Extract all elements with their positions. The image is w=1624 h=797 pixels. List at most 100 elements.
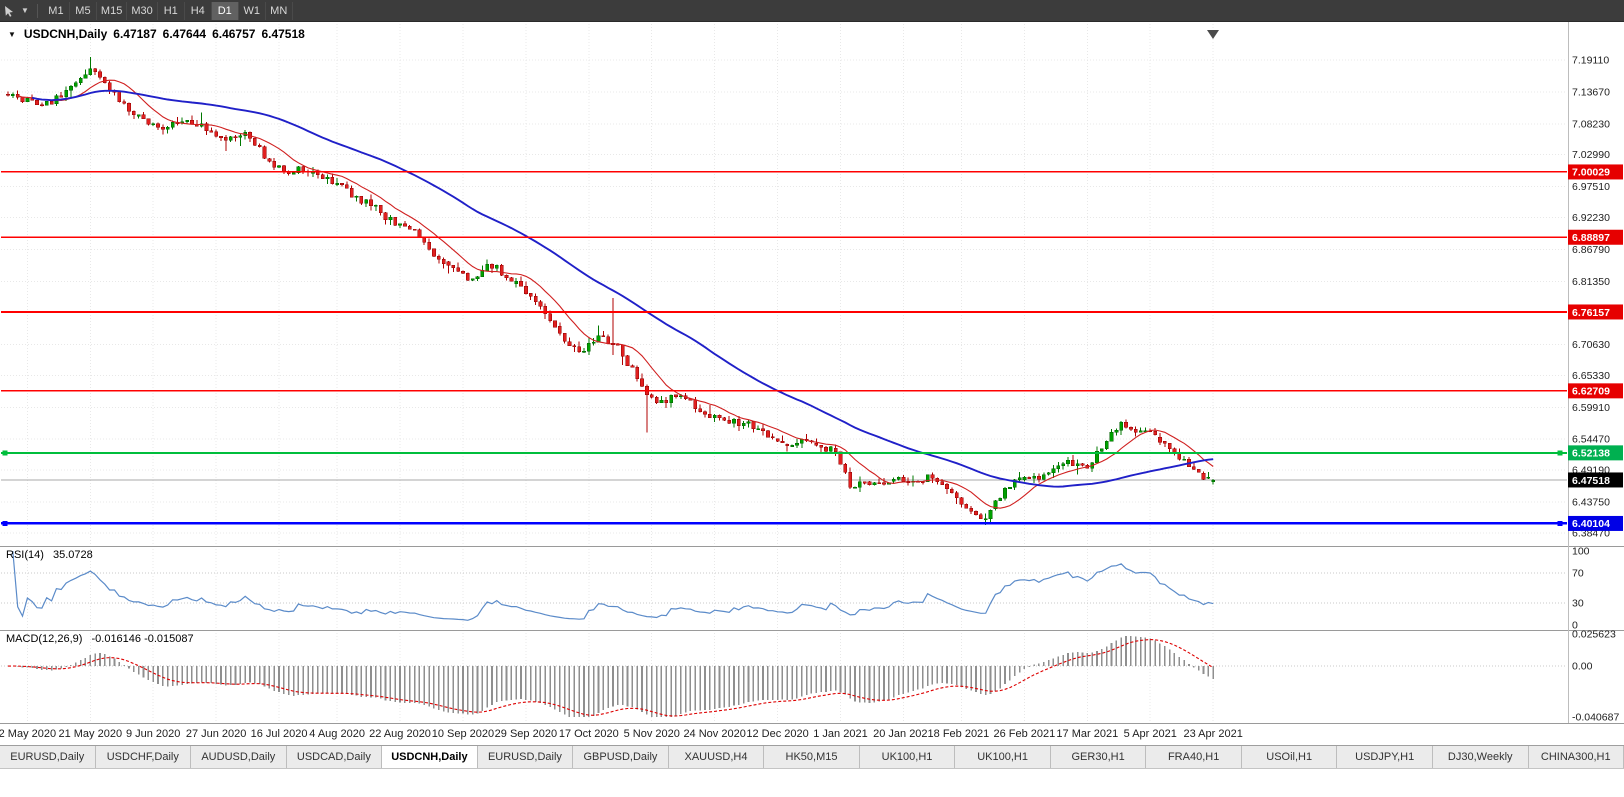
price-level-badge: [1568, 304, 1623, 320]
chart-tab-ger30-h1[interactable]: GER30,H1: [1050, 746, 1147, 768]
toolbar-separator: [36, 3, 38, 18]
timeframe-button-m15[interactable]: M15: [97, 1, 128, 20]
price-axis-label: 6.65330: [1572, 370, 1610, 382]
rsi-axis-label: 30: [1572, 597, 1584, 609]
chart-tab-eurusd-daily[interactable]: EURUSD,Daily: [477, 746, 574, 768]
timeframe-button-m5[interactable]: M5: [70, 1, 97, 20]
date-axis-label: 17 Oct 2020: [559, 728, 619, 740]
chart-tab-xauusd-h4[interactable]: XAUUSD,H4: [668, 746, 765, 768]
line-handle[interactable]: [1557, 520, 1563, 526]
price-level-badge-text: 7.00029: [1572, 167, 1610, 179]
timeframe-button-h4[interactable]: H4: [185, 1, 212, 20]
price-axis-label: 7.13670: [1572, 86, 1610, 98]
timeframe-button-w1[interactable]: W1: [239, 1, 266, 20]
chart-tab-label: USDJPY,H1: [1355, 751, 1415, 763]
price-axis-label: 6.70630: [1572, 339, 1610, 351]
price-axis-label: 6.81350: [1572, 276, 1610, 288]
chart-tab-fra40-h1[interactable]: FRA40,H1: [1146, 746, 1242, 768]
chart-shift-marker-icon[interactable]: [1207, 30, 1219, 39]
chart-tab-usdcnh-daily[interactable]: USDCNH,Daily: [382, 746, 478, 768]
chart-tab-bar: EURUSD,Daily USDCHF,Daily AUDUSD,Daily USDC…: [0, 745, 1624, 769]
price-level-badge-text: 6.88897: [1572, 232, 1610, 244]
rsi-axis-label: 100: [1572, 546, 1590, 558]
date-axis-label: 24 Nov 2020: [683, 728, 745, 740]
timeframe-button-h1[interactable]: H1: [158, 1, 185, 20]
chart-tab-gbpusd-daily[interactable]: GBPUSD,Daily: [573, 746, 669, 768]
cursor-tool-dropdown-icon[interactable]: ▼: [21, 6, 29, 15]
horizontal-level-line-6.40104[interactable]: [1, 520, 1567, 526]
timeframe-button-d1[interactable]: D1: [211, 1, 239, 20]
price-level-badge-text: 6.62709: [1572, 386, 1610, 398]
price-axis-label: 6.54470: [1572, 434, 1610, 446]
macd-signal-line: [7, 639, 1214, 717]
price-axis-label: 7.02990: [1572, 149, 1610, 161]
chart-tab-label: GER30,H1: [1071, 751, 1125, 763]
timeframe-buttons: M1 M5 M15 M30 H1 H4 D1 W1 MN: [43, 0, 293, 22]
chart-tab-label: CHINA300,H1: [1540, 751, 1611, 763]
timeframe-button-m1[interactable]: M1: [43, 1, 70, 20]
chart-tab-label: DJ30,Weekly: [1447, 751, 1513, 763]
timeframe-button-m30[interactable]: M30: [127, 1, 158, 20]
date-axis-label: 12 Dec 2020: [746, 728, 808, 740]
line-handle[interactable]: [2, 520, 8, 526]
chart-tab-label: USDCHF,Daily: [106, 751, 179, 763]
price-level-badge: [1568, 472, 1623, 488]
date-axis-label: 21 May 2020: [58, 728, 122, 740]
price-level-badge-text: 6.52138: [1572, 448, 1610, 460]
price-level-badge: [1568, 164, 1623, 180]
pane-frames: [0, 22, 1624, 724]
date-axis-label: 5 Nov 2020: [624, 728, 680, 740]
line-handle[interactable]: [1557, 450, 1563, 456]
timeframe-button-mn[interactable]: MN: [266, 1, 293, 20]
chart-tab-hk50-m15[interactable]: HK50,M15: [764, 746, 860, 768]
price-level-badge-text: 6.40104: [1572, 518, 1610, 530]
price-axis-label: 6.86790: [1572, 244, 1610, 256]
date-axis-label: 29 Sep 2020: [495, 728, 557, 740]
rsi-axis-label: 0: [1572, 620, 1578, 632]
horizontal-level-line-6.52138[interactable]: [1, 450, 1567, 456]
chart-background[interactable]: [0, 22, 1624, 742]
date-axis: 2 May 2020 21 May 2020 9 Jun 2020 27 Jun 20…: [0, 728, 1243, 740]
date-axis-label: 27 Jun 2020: [186, 728, 247, 740]
date-axis-label: 23 Apr 2021: [1183, 728, 1242, 740]
chart-tab-label: EURUSD,Daily: [10, 751, 85, 763]
date-axis-label: 16 Jul 2020: [251, 728, 308, 740]
chart-tab-eurusd-daily[interactable]: EURUSD,Daily: [0, 746, 96, 768]
date-axis-label: 20 Jan 2021: [873, 728, 934, 740]
candlestick-series: [6, 57, 1216, 526]
chart-tab-dj30-weekly[interactable]: DJ30,Weekly: [1432, 746, 1529, 768]
macd-axis-label: 0.00: [1572, 661, 1593, 673]
chart-tab-usdcad-daily[interactable]: USDCAD,Daily: [286, 746, 383, 768]
price-level-badge: [1568, 383, 1623, 399]
chart-tab-usdjpy-h1[interactable]: USDJPY,H1: [1337, 746, 1433, 768]
chart-tab-label: XAUUSD,H4: [684, 751, 748, 763]
price-level-badge: [1568, 515, 1623, 531]
date-axis-label: 1 Jan 2021: [813, 728, 867, 740]
price-axis-label: 7.08230: [1572, 118, 1610, 130]
line-handle[interactable]: [2, 450, 8, 456]
cursor-arrow-icon: [5, 5, 13, 17]
cursor-tool-icon[interactable]: [0, 2, 18, 20]
date-axis-label: 4 Aug 2020: [309, 728, 365, 740]
macd-axis-label: -0.040687: [1572, 712, 1619, 724]
date-axis-label: 10 Sep 2020: [432, 728, 494, 740]
macd-histogram: [12, 635, 1214, 717]
chart-tab-uk100-h1[interactable]: UK100,H1: [955, 746, 1051, 768]
price-level-badge-text: 6.76157: [1572, 307, 1610, 319]
chart-tab-label: GBPUSD,Daily: [583, 751, 658, 763]
chart-tab-usoil-h1[interactable]: USOil,H1: [1241, 746, 1338, 768]
date-axis-label: 26 Feb 2021: [994, 728, 1056, 740]
rsi-axis-label: 70: [1572, 568, 1584, 580]
date-axis-label: 5 Apr 2021: [1124, 728, 1177, 740]
top-toolbar: ▼ M1 M5 M15 M30 H1 H4 D1 W1 MN: [0, 0, 1624, 22]
chart-tab-audusd-daily[interactable]: AUDUSD,Daily: [191, 746, 287, 768]
price-axis-label: 6.43750: [1572, 497, 1610, 509]
chart-tab-label: USDCNH,Daily: [391, 751, 468, 763]
price-axis-label: 6.97510: [1572, 181, 1610, 193]
ma-fast-line: [17, 79, 1214, 509]
chart-tab-label: UK100,H1: [881, 751, 933, 763]
chart-tab-china300-h1[interactable]: CHINA300,H1: [1528, 746, 1624, 768]
chart-tab-uk100-h1[interactable]: UK100,H1: [859, 746, 956, 768]
chart-tab-usdchf-daily[interactable]: USDCHF,Daily: [95, 746, 192, 768]
